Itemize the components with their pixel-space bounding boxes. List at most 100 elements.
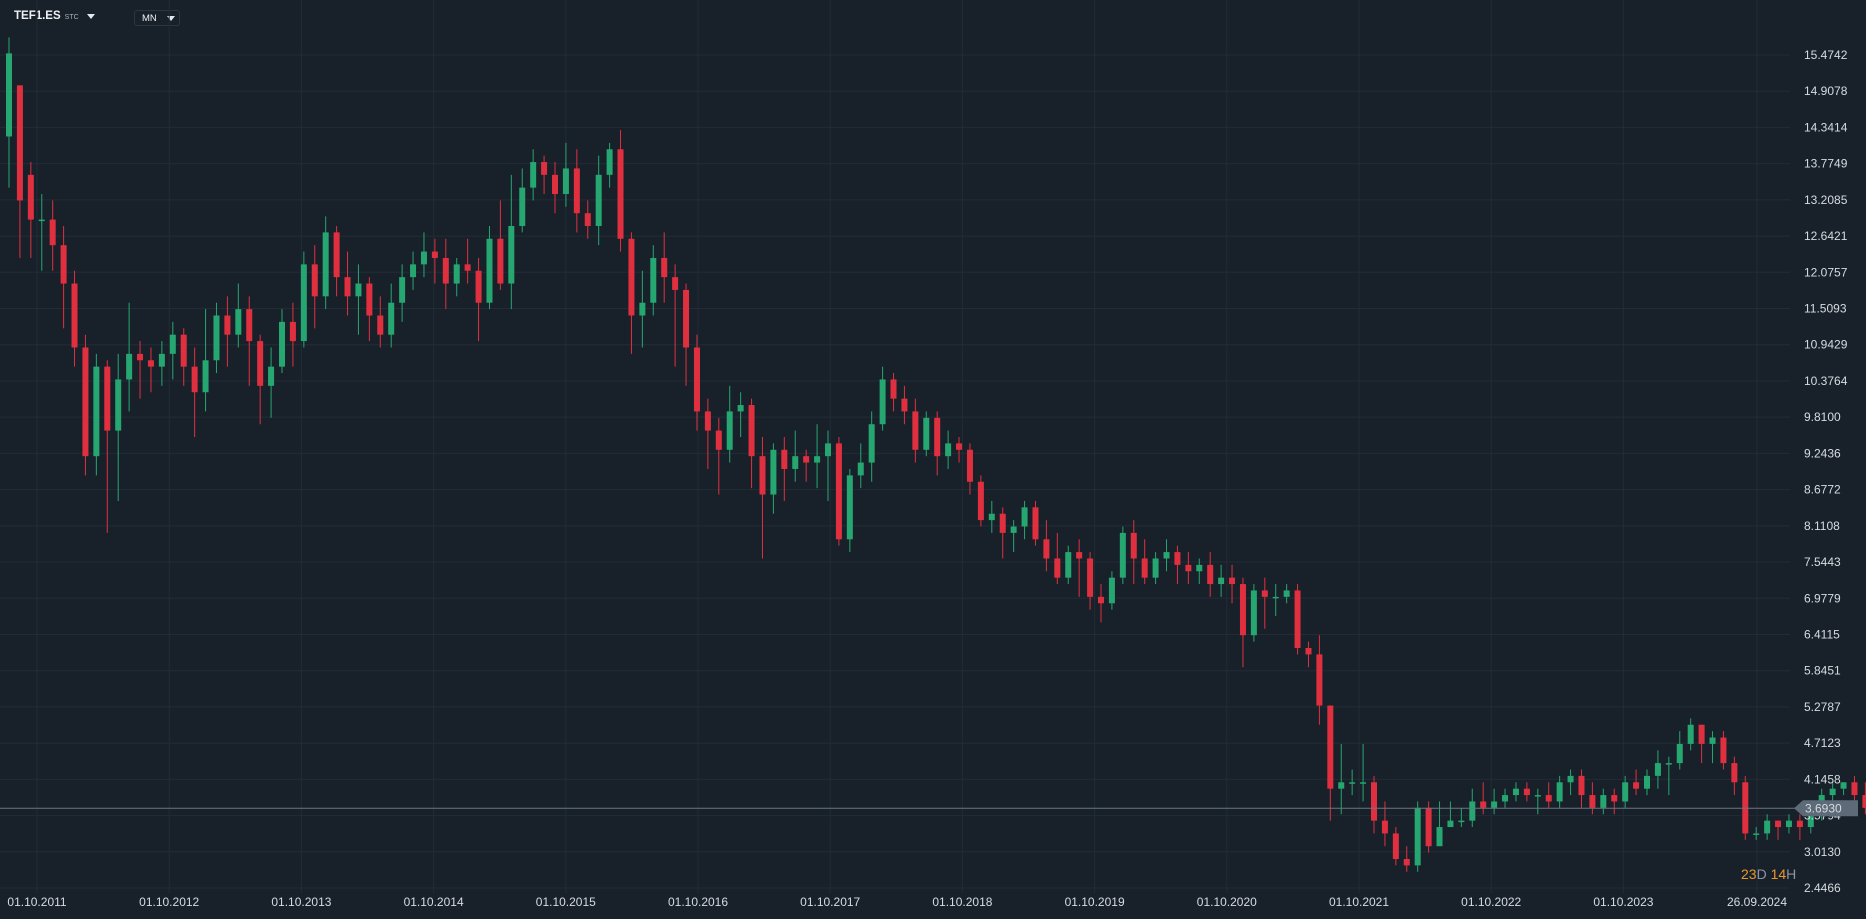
candle — [38, 194, 45, 271]
candle-body — [497, 238, 504, 284]
candle — [1054, 532, 1061, 585]
y-tick-label: 3.0130 — [1804, 845, 1841, 859]
countdown-hours: 14 — [1770, 866, 1787, 882]
candle — [1796, 814, 1803, 840]
candle — [1065, 545, 1072, 585]
candle — [377, 296, 384, 348]
candle-body — [1239, 584, 1246, 636]
candle — [825, 430, 831, 501]
candle-body — [1589, 795, 1596, 808]
candle — [945, 430, 952, 469]
candle — [650, 245, 657, 316]
candle — [857, 443, 864, 489]
candle-body — [1250, 590, 1257, 636]
candle-body — [1436, 827, 1443, 847]
candle-body — [1567, 775, 1574, 783]
candle — [1458, 807, 1465, 828]
y-tick-label: 9.8100 — [1804, 410, 1841, 424]
candle — [1371, 775, 1377, 834]
candle — [1523, 782, 1530, 802]
candle-body — [1491, 801, 1498, 808]
candle-body — [1381, 820, 1388, 834]
candle — [879, 366, 886, 431]
candle — [1611, 788, 1618, 815]
candle-body — [1600, 795, 1607, 808]
candle-body — [1425, 807, 1432, 847]
candle-body — [1829, 788, 1836, 796]
x-tick-label: 01.10.2016 — [668, 895, 728, 909]
candle — [1207, 552, 1214, 597]
y-tick-label: 12.0757 — [1804, 265, 1848, 279]
candle-body — [748, 405, 755, 457]
candle-body — [737, 405, 744, 412]
candle — [584, 200, 591, 239]
candle — [781, 436, 788, 501]
candle-body — [115, 379, 122, 431]
candle — [606, 142, 613, 188]
candle — [1709, 731, 1716, 764]
candle — [1108, 571, 1115, 610]
candle-body — [606, 149, 613, 175]
y-tick-label: 10.9429 — [1804, 338, 1848, 352]
candle — [1305, 641, 1312, 668]
candle — [147, 347, 154, 393]
grid-lines — [0, 0, 1790, 893]
candle-body — [1764, 820, 1771, 834]
candle-body — [213, 315, 220, 361]
candle-body — [1327, 705, 1334, 789]
candle-body — [956, 443, 963, 450]
candle — [60, 225, 67, 329]
candle — [562, 142, 569, 207]
candle — [1174, 545, 1181, 585]
y-tick-label: 8.1108 — [1804, 519, 1840, 533]
y-axis: 15.4742 14.9078 14.3414 13.7749 13.2085 12.64… — [1804, 48, 1848, 895]
y-tick-label: 9.2436 — [1804, 446, 1841, 460]
candle — [93, 353, 100, 476]
candle-body — [1163, 552, 1170, 559]
candle-body — [399, 277, 406, 303]
candle — [300, 251, 307, 348]
candle-body — [279, 321, 285, 367]
candle — [748, 398, 755, 489]
x-axis: 01.10.2011 01.10.2012 01.10.2013 01.10.2014… — [7, 895, 1787, 909]
candle — [1480, 782, 1487, 815]
candle-body — [202, 360, 209, 393]
candle — [1360, 743, 1367, 802]
y-tick-label: 15.4742 — [1804, 48, 1848, 62]
candle — [639, 270, 646, 348]
interval-selector[interactable]: MN — [134, 10, 180, 26]
candle-body — [1098, 596, 1104, 604]
candle-body — [377, 315, 384, 335]
candle-body — [923, 417, 930, 450]
candle-body — [1698, 724, 1705, 744]
candle-body — [104, 366, 111, 431]
candle-body — [1502, 795, 1509, 802]
candle — [453, 257, 460, 297]
candle — [923, 411, 930, 457]
candle — [16, 85, 23, 258]
candle — [1556, 775, 1563, 808]
candle-body — [1512, 788, 1519, 796]
candle — [1130, 520, 1137, 585]
candle-body — [71, 283, 78, 348]
y-tick-label: 6.4115 — [1804, 627, 1840, 641]
candle-body — [552, 174, 558, 195]
candle-body — [1687, 724, 1694, 744]
candle-body — [1338, 782, 1345, 789]
candle — [672, 264, 679, 367]
candle-body — [1840, 782, 1847, 789]
candle-body — [1065, 552, 1072, 578]
candle — [595, 155, 602, 246]
candle — [1349, 769, 1356, 796]
candle-body — [1010, 526, 1017, 533]
candle-body — [1207, 564, 1214, 585]
candle-body — [464, 264, 471, 271]
y-tick-label: 8.6772 — [1804, 483, 1841, 497]
candle-body — [38, 219, 45, 222]
x-tick-label: 01.10.2014 — [404, 895, 464, 909]
last-price-tag-label: 3.6930 — [1805, 801, 1842, 815]
candle — [355, 264, 362, 335]
candle-body — [257, 341, 264, 386]
candle-body — [1108, 577, 1115, 604]
